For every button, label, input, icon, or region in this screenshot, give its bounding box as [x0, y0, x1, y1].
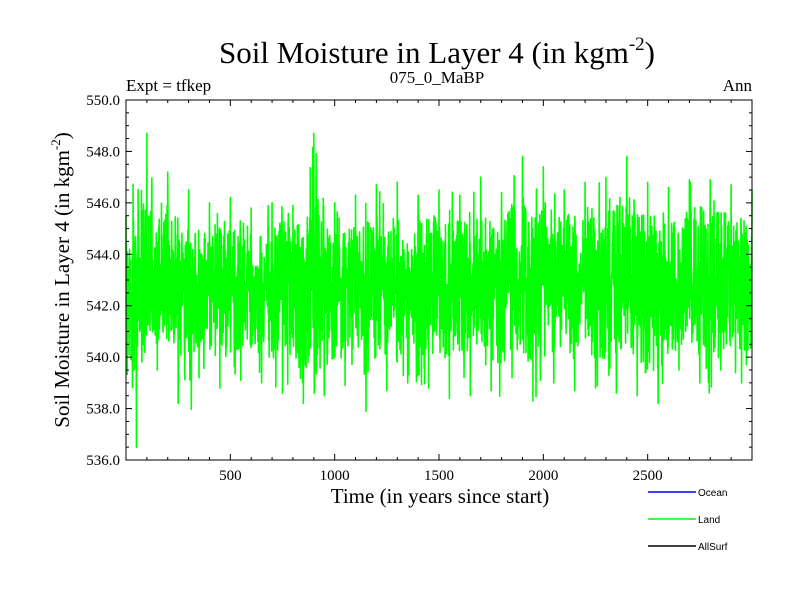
y-tick-label: 536.0: [86, 453, 120, 469]
subtitle-right: Ann: [723, 76, 753, 95]
y-tick-label: 548.0: [86, 144, 120, 160]
chart-title-close: ): [645, 35, 655, 70]
x-tick-label: 1000: [320, 468, 350, 484]
legend-label-allsurf: AllSurf: [698, 542, 728, 553]
series-line-land: [125, 132, 753, 448]
y-axis-label-main: Soil Moisture in Layer 4 (in kgm: [50, 150, 74, 428]
chart-title: Soil Moisture in Layer 4 (in kgm-2): [219, 34, 655, 70]
legend-label-land: Land: [698, 515, 720, 526]
y-axis-label: Soil Moisture in Layer 4 (in kgm-2): [48, 132, 74, 427]
chart-title-main: Soil Moisture in Layer 4 (in kgm: [219, 35, 629, 70]
subtitle-left: Expt = tfkep: [126, 76, 211, 95]
series-layer: [125, 132, 753, 448]
x-axis-ticks: 500 1000 1500 2000 2500: [146, 100, 732, 484]
legend-label-ocean: Ocean: [698, 488, 727, 499]
x-tick-label: 2000: [528, 468, 558, 484]
y-tick-label: 538.0: [86, 402, 120, 418]
legend: Ocean Land AllSurf: [648, 488, 728, 553]
y-tick-label: 550.0: [86, 93, 120, 109]
y-axis-label-sup: -2: [48, 139, 63, 150]
y-tick-label: 540.0: [86, 350, 120, 366]
x-axis-label: Time (in years since start): [331, 484, 550, 508]
y-axis-label-close: ): [50, 132, 74, 139]
x-tick-label: 500: [219, 468, 242, 484]
y-tick-label: 546.0: [86, 196, 120, 212]
y-tick-label: 544.0: [86, 247, 120, 263]
x-tick-label: 2500: [633, 468, 663, 484]
y-tick-label: 542.0: [86, 299, 120, 315]
chart-title-sup: -2: [629, 34, 645, 55]
subtitle-center: 075_0_MaBP: [390, 68, 484, 87]
y-axis-ticks: 536.0 538.0 540.0 542.0 544.0 546.0 548.0 550.0: [86, 93, 752, 469]
x-tick-label: 1500: [424, 468, 454, 484]
